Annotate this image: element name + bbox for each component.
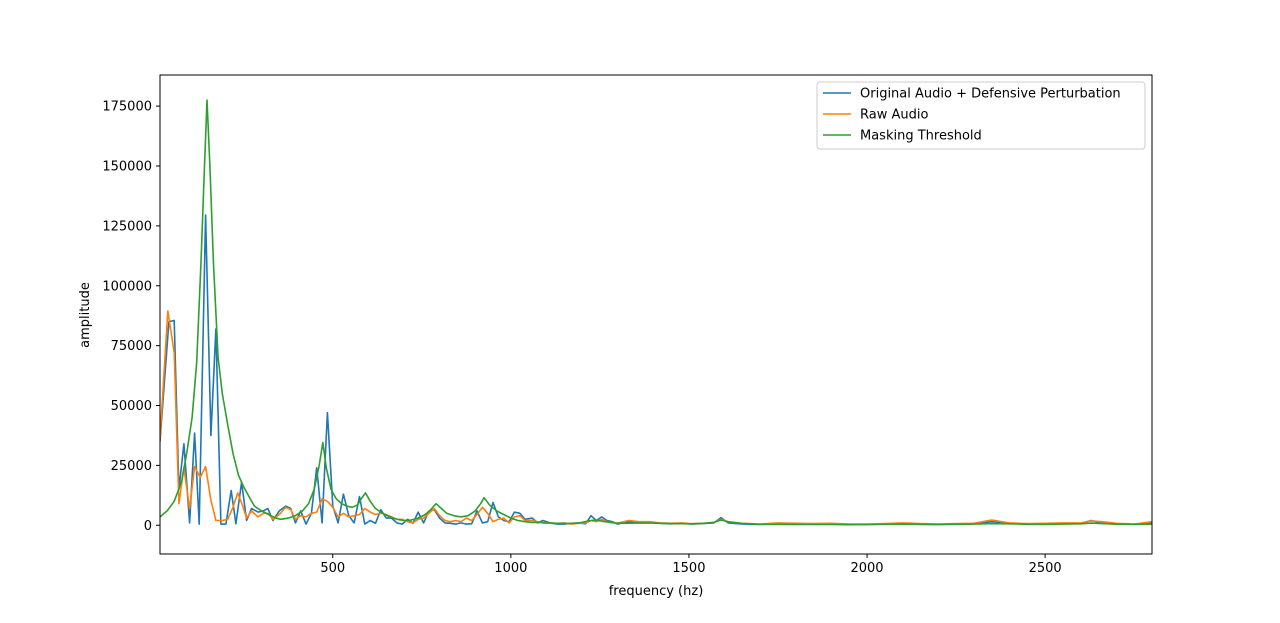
y-tick-label: 25000 <box>111 459 152 474</box>
legend-label-1: Raw Audio <box>860 108 928 123</box>
legend-label-0: Original Audio + Defensive Perturbation <box>860 87 1121 102</box>
y-axis: 0 25000 50000 75000 100000 125000 150000 175000 <box>102 100 160 534</box>
x-axis-label: frequency (hz) <box>609 584 704 599</box>
legend-box <box>816 81 1146 150</box>
legend-label-2: Masking Threshold <box>860 129 982 144</box>
x-tick-label: 1500 <box>672 561 705 576</box>
y-tick-label: 175000 <box>102 100 152 115</box>
plot-frame <box>159 74 1153 555</box>
x-tick-label: 500 <box>320 561 345 576</box>
y-tick-label: 150000 <box>102 160 152 175</box>
y-axis-label: amplitude <box>78 282 93 348</box>
x-tick-label: 1000 <box>494 561 527 576</box>
y-tick-label: 125000 <box>102 219 152 234</box>
y-tick-label: 0 <box>144 519 152 534</box>
series-line-2 <box>160 99 1152 526</box>
x-axis: 500 1000 1500 2000 2500 <box>320 554 1062 576</box>
x-tick-label: 2000 <box>850 561 883 576</box>
y-tick-label: 50000 <box>111 399 152 414</box>
legend: Original Audio + Defensive Perturbation R… <box>816 81 1146 150</box>
y-tick-label: 100000 <box>102 279 152 294</box>
y-tick-label: 75000 <box>111 339 152 354</box>
x-tick-label: 2500 <box>1029 561 1062 576</box>
plot-series-group <box>160 99 1152 526</box>
